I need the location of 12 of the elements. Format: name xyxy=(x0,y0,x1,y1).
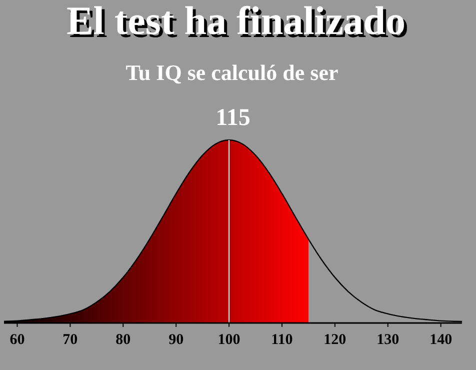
text: 115 xyxy=(216,105,250,131)
x-tick-label: 80 xyxy=(116,332,131,348)
x-tick-label: 60 xyxy=(10,332,25,348)
x-tick-label: 100 xyxy=(218,332,240,348)
x-tick-label: 90 xyxy=(168,332,184,348)
chart-title: El test ha finalizado xyxy=(70,1,408,46)
x-tick-label: 130 xyxy=(376,332,400,348)
x-tick-label: 120 xyxy=(324,332,346,348)
x-tick-label: 70 xyxy=(62,332,78,348)
x-tick-label: 140 xyxy=(430,332,452,348)
chart-subtitle: Tu IQ se calculó de ser xyxy=(126,60,338,85)
x-tick-label: 110 xyxy=(271,332,293,348)
